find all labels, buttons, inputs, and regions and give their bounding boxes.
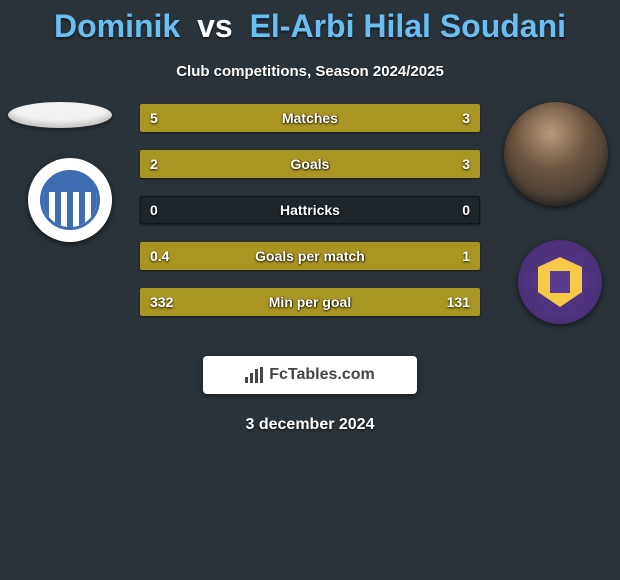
player1-avatar — [8, 102, 112, 128]
vs-text: vs — [197, 8, 233, 44]
brand-badge: FcTables.com — [203, 356, 417, 394]
player1-name: Dominik — [54, 8, 180, 44]
stat-bars: 53Matches 23Goals 0 0Hattricks 0.41Goals per… — [140, 104, 480, 334]
stat-row: 53Matches — [140, 104, 480, 132]
bar-fill-right — [237, 242, 480, 270]
subtitle: Club competitions, Season 2024/2025 — [0, 63, 620, 80]
brand-chart-icon — [245, 367, 263, 383]
page-title: Dominik vs El-Arbi Hilal Soudani — [0, 0, 620, 45]
stat-left-value: 0 — [150, 196, 158, 224]
bar-fill-left — [140, 288, 384, 316]
bar-fill-right — [276, 150, 480, 178]
bar-fill-left — [140, 104, 353, 132]
comparison-content: 53Matches 23Goals 0 0Hattricks 0.41Goals per… — [0, 102, 620, 342]
player2-club-badge — [518, 240, 602, 324]
date-text: 3 december 2024 — [0, 416, 620, 434]
stat-row: 0.41Goals per match — [140, 242, 480, 270]
bar-fill-left — [140, 242, 237, 270]
player1-club-badge — [28, 158, 112, 242]
bar-fill-right — [353, 104, 481, 132]
stat-right-value: 0 — [462, 196, 470, 224]
player2-name: El-Arbi Hilal Soudani — [250, 8, 566, 44]
stat-row: 23Goals — [140, 150, 480, 178]
brand-text: FcTables.com — [269, 366, 375, 384]
stat-label: Hattricks — [140, 196, 480, 224]
bar-fill-left — [140, 150, 276, 178]
stat-row: 0 0Hattricks — [140, 196, 480, 224]
stat-row: 332131Min per goal — [140, 288, 480, 316]
bar-fill-right — [384, 288, 480, 316]
player2-avatar — [504, 102, 608, 206]
